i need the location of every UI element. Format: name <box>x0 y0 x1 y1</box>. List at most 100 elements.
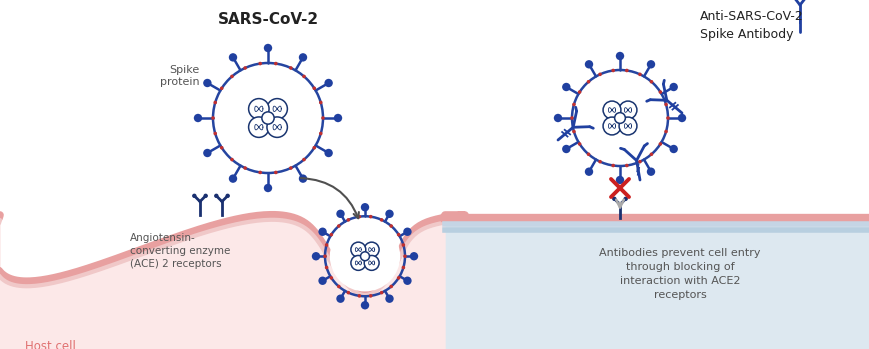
Circle shape <box>368 294 372 298</box>
Circle shape <box>203 194 208 198</box>
Circle shape <box>329 221 400 291</box>
Circle shape <box>329 276 333 280</box>
Circle shape <box>577 90 580 94</box>
Circle shape <box>646 168 654 176</box>
Circle shape <box>324 79 333 87</box>
Circle shape <box>619 101 636 119</box>
Circle shape <box>380 218 383 222</box>
Circle shape <box>396 233 400 236</box>
Circle shape <box>401 243 405 247</box>
Circle shape <box>220 87 223 90</box>
Circle shape <box>615 52 623 60</box>
Text: Anti-SARS-CoV-2
Spike Antibody: Anti-SARS-CoV-2 Spike Antibody <box>700 10 803 41</box>
Circle shape <box>586 153 590 156</box>
Circle shape <box>649 80 653 83</box>
Circle shape <box>350 255 365 270</box>
Circle shape <box>230 75 234 78</box>
Circle shape <box>219 69 316 166</box>
Circle shape <box>318 228 327 236</box>
Circle shape <box>357 215 361 218</box>
Circle shape <box>669 83 677 91</box>
Circle shape <box>646 60 654 68</box>
Text: Spike
protein: Spike protein <box>160 65 200 87</box>
Circle shape <box>577 142 580 146</box>
Circle shape <box>302 158 306 161</box>
Circle shape <box>368 215 372 218</box>
Circle shape <box>598 160 601 163</box>
Circle shape <box>203 79 211 87</box>
Circle shape <box>329 233 333 236</box>
Circle shape <box>389 285 393 288</box>
Text: Antibodies prevent cell entry
through blocking of
interaction with ACE2
receptor: Antibodies prevent cell entry through bl… <box>599 248 760 300</box>
Circle shape <box>258 62 262 65</box>
Bar <box>444 218 869 349</box>
Circle shape <box>401 266 405 269</box>
Circle shape <box>561 145 570 153</box>
Circle shape <box>192 194 196 198</box>
Circle shape <box>229 174 237 183</box>
Circle shape <box>361 203 368 211</box>
Circle shape <box>289 66 292 70</box>
Circle shape <box>409 252 418 260</box>
Circle shape <box>664 103 667 106</box>
Circle shape <box>249 99 269 119</box>
Circle shape <box>298 53 307 61</box>
Circle shape <box>350 242 365 257</box>
Circle shape <box>336 285 341 288</box>
Circle shape <box>274 62 277 65</box>
Circle shape <box>334 114 342 122</box>
Text: Angiotensin-
converting enzyme
(ACE) 2 receptors: Angiotensin- converting enzyme (ACE) 2 r… <box>129 233 230 269</box>
Circle shape <box>318 276 327 285</box>
Circle shape <box>346 218 350 222</box>
Circle shape <box>611 69 614 72</box>
Circle shape <box>249 117 269 138</box>
Circle shape <box>402 254 407 258</box>
Circle shape <box>637 73 641 76</box>
Text: Host cell: Host cell <box>25 340 76 349</box>
Circle shape <box>203 149 211 157</box>
Circle shape <box>364 242 379 257</box>
Circle shape <box>584 168 593 176</box>
Circle shape <box>229 53 237 61</box>
Circle shape <box>321 116 324 120</box>
Circle shape <box>267 99 287 119</box>
Circle shape <box>302 75 306 78</box>
Circle shape <box>225 194 229 198</box>
Text: SARS-CoV-2: SARS-CoV-2 <box>217 12 318 27</box>
Circle shape <box>263 184 272 192</box>
Circle shape <box>584 60 593 68</box>
Circle shape <box>336 210 344 218</box>
Circle shape <box>658 90 661 94</box>
Circle shape <box>602 101 620 119</box>
Circle shape <box>213 132 216 135</box>
Circle shape <box>357 294 361 298</box>
Circle shape <box>263 44 272 52</box>
Circle shape <box>194 114 202 122</box>
Circle shape <box>637 160 641 163</box>
Circle shape <box>364 255 379 270</box>
Circle shape <box>598 73 601 76</box>
Circle shape <box>361 301 368 310</box>
Circle shape <box>664 130 667 133</box>
Circle shape <box>274 171 277 174</box>
Circle shape <box>611 164 614 167</box>
Circle shape <box>666 116 669 120</box>
Circle shape <box>612 196 616 201</box>
Circle shape <box>324 266 328 269</box>
Circle shape <box>346 291 350 295</box>
Circle shape <box>385 295 394 303</box>
Circle shape <box>572 130 575 133</box>
Circle shape <box>561 83 570 91</box>
Circle shape <box>336 295 344 303</box>
Circle shape <box>624 69 628 72</box>
Circle shape <box>669 145 677 153</box>
Circle shape <box>258 171 262 174</box>
Circle shape <box>385 210 394 218</box>
Circle shape <box>380 291 383 295</box>
Circle shape <box>658 142 661 146</box>
Circle shape <box>619 117 636 135</box>
Circle shape <box>289 166 292 170</box>
Circle shape <box>677 114 686 122</box>
Circle shape <box>586 80 590 83</box>
Circle shape <box>615 176 623 184</box>
